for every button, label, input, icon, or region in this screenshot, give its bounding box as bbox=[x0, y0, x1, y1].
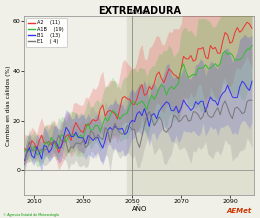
Legend: A2    (11), A1B    (19), B1    (13), E1    ( 4): A2 (11), A1B (19), B1 (13), E1 ( 4) bbox=[26, 18, 67, 47]
Bar bbox=[127, 16, 260, 195]
Text: ANUAL: ANUAL bbox=[129, 10, 150, 15]
Y-axis label: Cambio en días cálidos (%): Cambio en días cálidos (%) bbox=[5, 66, 11, 146]
Text: AEMet: AEMet bbox=[227, 208, 252, 214]
Title: EXTREMADURA: EXTREMADURA bbox=[98, 5, 181, 15]
Text: © Agencia Estatal de Meteorología: © Agencia Estatal de Meteorología bbox=[3, 213, 58, 217]
X-axis label: AÑO: AÑO bbox=[132, 206, 147, 213]
